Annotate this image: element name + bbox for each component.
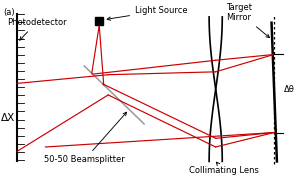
- Text: Δθ: Δθ: [284, 85, 294, 94]
- Text: Collimating Lens: Collimating Lens: [189, 162, 259, 175]
- Text: Photodetector: Photodetector: [7, 18, 66, 40]
- Text: 50-50 Beamsplitter: 50-50 Beamsplitter: [44, 112, 127, 164]
- Bar: [95, 17, 103, 25]
- Text: (a): (a): [3, 8, 15, 17]
- Text: Target
Mirror: Target Mirror: [226, 3, 269, 38]
- Text: Light Source: Light Source: [107, 6, 188, 20]
- Text: ΔX: ΔX: [1, 113, 15, 123]
